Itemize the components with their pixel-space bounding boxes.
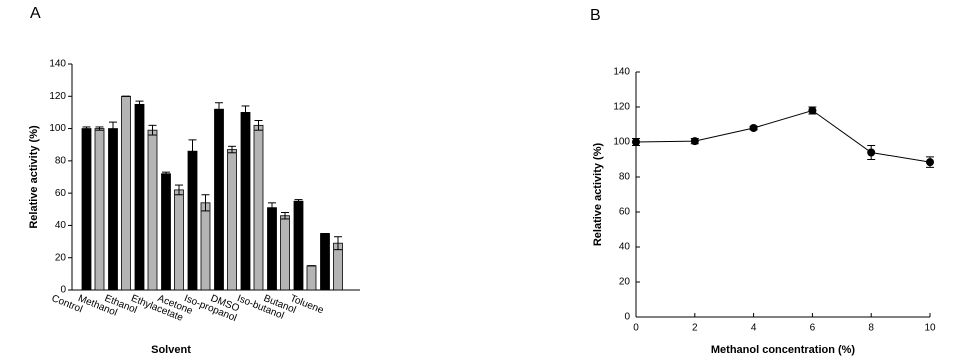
bar <box>306 265 317 291</box>
y-tick-label: 140 <box>613 67 630 78</box>
y-tick-label: 40 <box>55 220 67 231</box>
y-axis-title: Relative activity (%) <box>28 125 40 229</box>
bar <box>293 200 304 291</box>
bar <box>108 128 118 291</box>
y-tick-label: 20 <box>619 277 631 288</box>
bar <box>253 124 264 291</box>
bar <box>267 207 277 291</box>
y-tick-label: 80 <box>55 155 67 166</box>
marker <box>690 137 699 146</box>
bar <box>121 95 131 291</box>
x-tick-label: 6 <box>810 323 816 334</box>
bar <box>187 150 198 291</box>
y-tick-label: 0 <box>624 312 630 323</box>
y-tick-label: 0 <box>60 285 66 296</box>
bar <box>134 103 145 291</box>
bar <box>161 173 171 291</box>
x-tick-label: 8 <box>868 323 874 334</box>
bar <box>240 112 251 291</box>
bar <box>320 233 330 291</box>
bar <box>280 215 290 291</box>
marker <box>926 158 934 167</box>
x-tick-label: 4 <box>751 323 757 334</box>
marker <box>632 138 640 146</box>
marker <box>867 148 876 157</box>
line <box>635 109 931 163</box>
x-tick-label: 0 <box>633 323 639 334</box>
bar <box>94 128 105 291</box>
panel-label: A <box>30 5 41 22</box>
marker <box>808 106 817 115</box>
y-tick-label: 60 <box>619 207 631 218</box>
x-axis-title: Solvent <box>151 344 191 356</box>
x-tick-label: 10 <box>924 323 936 334</box>
y-tick-label: 20 <box>55 252 67 263</box>
bar <box>200 202 211 291</box>
y-tick-label: 120 <box>49 91 66 102</box>
y-tick-label: 60 <box>55 188 67 199</box>
marker <box>749 124 758 132</box>
bar <box>333 242 343 291</box>
bar <box>227 149 237 291</box>
panel-label: B <box>590 7 601 24</box>
y-tick-label: 100 <box>613 137 630 148</box>
bar <box>81 128 92 291</box>
y-axis-title: Relative activity (%) <box>592 143 604 247</box>
y-tick-label: 80 <box>619 172 631 183</box>
bar <box>174 189 184 291</box>
y-tick-label: 40 <box>619 242 631 253</box>
y-tick-label: 100 <box>49 123 66 134</box>
y-tick-label: 120 <box>613 102 630 113</box>
y-tick-label: 140 <box>49 59 66 70</box>
bar <box>214 108 224 291</box>
x-tick-label: 2 <box>692 323 698 334</box>
x-axis-title: Methanol concentration (%) <box>711 344 856 356</box>
bar <box>147 129 158 291</box>
